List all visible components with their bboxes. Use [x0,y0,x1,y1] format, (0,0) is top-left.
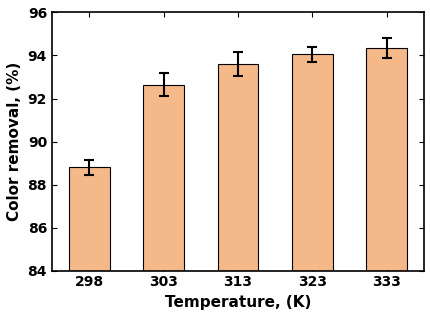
Bar [69,167,109,271]
Bar [291,55,332,271]
Y-axis label: Color removal, (%): Color removal, (%) [7,62,22,221]
Bar [143,85,184,271]
X-axis label: Temperature, (K): Temperature, (K) [164,295,310,310]
Bar [366,48,406,271]
Bar [217,64,258,271]
